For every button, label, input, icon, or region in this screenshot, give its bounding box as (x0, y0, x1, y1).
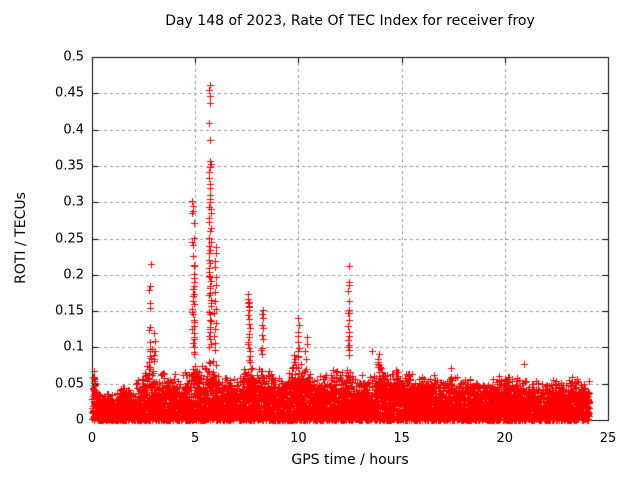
y-tick-label: 0.1 (63, 339, 84, 355)
x-tick-label: 5 (191, 431, 200, 446)
y-tick-label: 0.2 (63, 267, 84, 283)
x-tick-label: 15 (393, 431, 410, 446)
y-tick-label: 0.35 (55, 158, 84, 174)
y-tick-label: 0.25 (55, 231, 84, 246)
y-tick-label: 0.15 (55, 303, 84, 319)
y-tick-label: 0.05 (55, 376, 84, 392)
chart-title: Day 148 of 2023, Rate Of TEC Index for r… (165, 13, 535, 29)
y-tick-label: 0.45 (55, 85, 84, 101)
x-tick-label: 0 (87, 431, 97, 446)
y-tick-label: 0.5 (63, 49, 84, 65)
x-axis-label: GPS time / hours (291, 452, 409, 468)
x-tick-label: 25 (599, 431, 617, 446)
y-tick-label: 0.3 (63, 194, 84, 210)
y-tick-label: 0.4 (63, 122, 84, 138)
x-tick-label: 10 (290, 431, 307, 446)
x-tick-label: 20 (496, 431, 514, 446)
y-tick-label: 0 (75, 412, 84, 428)
